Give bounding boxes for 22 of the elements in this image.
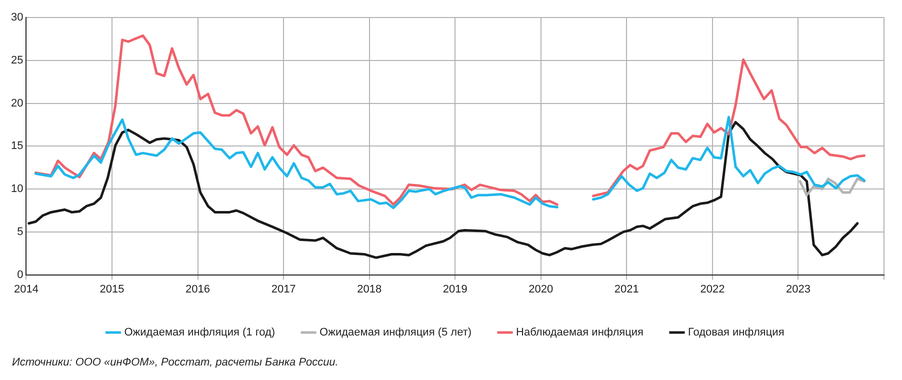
x-tick-label: 2018 bbox=[357, 283, 382, 296]
y-tick-label: 10 bbox=[10, 183, 24, 196]
x-tick-label: 2016 bbox=[186, 283, 210, 296]
legend-label: Годовая инфляция bbox=[688, 326, 784, 339]
x-tick-label: 2014 bbox=[14, 283, 38, 296]
y-tick-label: 30 bbox=[10, 12, 24, 24]
text: Источники: ООО «инФОМ», Росстат, расчеты Банка России. bbox=[12, 356, 338, 369]
x-tick-label: 2020 bbox=[528, 283, 554, 296]
y-tick-label: 25 bbox=[10, 54, 24, 66]
x-tick-label: 2021 bbox=[614, 283, 639, 296]
y-tick-label: 20 bbox=[10, 97, 24, 110]
x-tick-label: 2015 bbox=[100, 283, 124, 296]
y-tick-label: 5 bbox=[17, 226, 24, 238]
x-tick-label: 2023 bbox=[786, 283, 810, 296]
x-tick-label: 2017 bbox=[271, 283, 296, 296]
y-tick-label: 15 bbox=[10, 140, 24, 152]
legend-label: Ожидаемая инфляция (5 лет) bbox=[320, 326, 472, 339]
legend-label: Ожидаемая инфляция (1 год) bbox=[124, 326, 276, 339]
x-tick-label: 2022 bbox=[700, 283, 725, 296]
y-tick-label: 0 bbox=[17, 268, 24, 281]
x-tick-label: 2019 bbox=[442, 283, 468, 296]
legend-label: Наблюдаемая инфляция bbox=[516, 326, 644, 339]
